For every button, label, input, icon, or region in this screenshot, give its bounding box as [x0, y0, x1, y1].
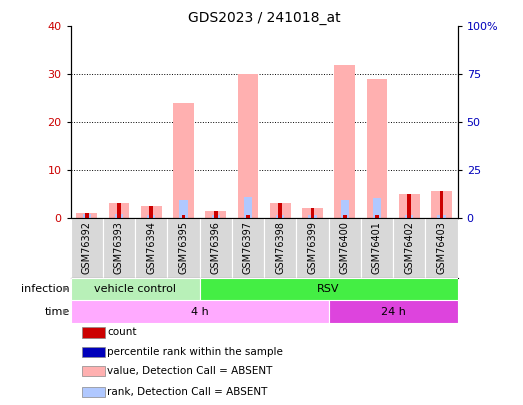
Bar	[71, 218, 103, 278]
Bar	[103, 218, 135, 278]
Bar	[399, 194, 420, 218]
Bar	[437, 215, 446, 218]
Bar	[71, 301, 328, 323]
Bar	[431, 192, 452, 218]
Bar	[425, 218, 458, 278]
Bar	[367, 79, 388, 218]
Bar	[76, 213, 97, 218]
Bar	[71, 278, 200, 301]
Bar	[334, 65, 355, 218]
Bar	[328, 301, 458, 323]
Bar	[244, 197, 252, 218]
Bar	[149, 206, 153, 218]
Text: rank, Detection Call = ABSENT: rank, Detection Call = ABSENT	[107, 387, 268, 396]
Bar	[297, 218, 328, 278]
Text: time: time	[44, 307, 70, 317]
Bar	[340, 200, 349, 218]
Bar	[246, 215, 250, 218]
Bar	[375, 215, 379, 218]
Text: GSM76401: GSM76401	[372, 221, 382, 274]
Bar	[135, 218, 167, 278]
Bar	[343, 215, 347, 218]
Bar	[439, 192, 444, 218]
Bar	[115, 214, 123, 218]
Bar	[167, 218, 200, 278]
Bar	[407, 194, 411, 218]
Text: 4 h: 4 h	[191, 307, 209, 317]
Text: value, Detection Call = ABSENT: value, Detection Call = ABSENT	[107, 367, 273, 376]
Bar	[82, 386, 105, 396]
Bar	[212, 215, 220, 218]
Bar	[200, 278, 458, 301]
Bar	[311, 208, 314, 218]
Bar	[393, 218, 425, 278]
Text: GSM76397: GSM76397	[243, 221, 253, 274]
Bar	[302, 208, 323, 218]
Bar	[232, 218, 264, 278]
Bar	[276, 215, 285, 218]
Text: GSM76400: GSM76400	[340, 221, 350, 274]
Bar	[264, 218, 297, 278]
Text: percentile rank within the sample: percentile rank within the sample	[107, 347, 283, 357]
Bar	[85, 213, 89, 218]
Bar	[373, 198, 381, 218]
Bar	[83, 214, 91, 218]
Text: 24 h: 24 h	[381, 307, 405, 317]
Bar	[141, 206, 162, 218]
Bar	[82, 367, 105, 376]
Bar	[237, 74, 258, 218]
Bar	[214, 211, 218, 218]
Bar	[82, 327, 105, 337]
Bar	[179, 200, 188, 218]
Bar	[82, 347, 105, 357]
Title: GDS2023 / 241018_at: GDS2023 / 241018_at	[188, 11, 340, 25]
Bar	[270, 203, 291, 218]
Bar	[328, 218, 361, 278]
Text: GSM76402: GSM76402	[404, 221, 414, 274]
Text: GSM76392: GSM76392	[82, 221, 92, 274]
Bar	[200, 218, 232, 278]
Text: GSM76393: GSM76393	[114, 221, 124, 274]
Bar	[181, 215, 186, 218]
Text: GSM76396: GSM76396	[211, 221, 221, 274]
Text: GSM76403: GSM76403	[437, 221, 447, 274]
Text: GSM76395: GSM76395	[178, 221, 188, 274]
Bar	[405, 215, 413, 218]
Bar	[147, 215, 155, 218]
Text: infection: infection	[21, 284, 70, 294]
Text: RSV: RSV	[317, 284, 340, 294]
Bar	[205, 211, 226, 218]
Bar	[108, 203, 130, 218]
Text: vehicle control: vehicle control	[94, 284, 176, 294]
Bar	[173, 103, 194, 218]
Bar	[117, 203, 121, 218]
Text: GSM76394: GSM76394	[146, 221, 156, 274]
Text: GSM76399: GSM76399	[308, 221, 317, 274]
Bar	[278, 203, 282, 218]
Text: count: count	[107, 328, 137, 337]
Bar	[361, 218, 393, 278]
Bar	[309, 215, 316, 218]
Text: GSM76398: GSM76398	[275, 221, 285, 274]
